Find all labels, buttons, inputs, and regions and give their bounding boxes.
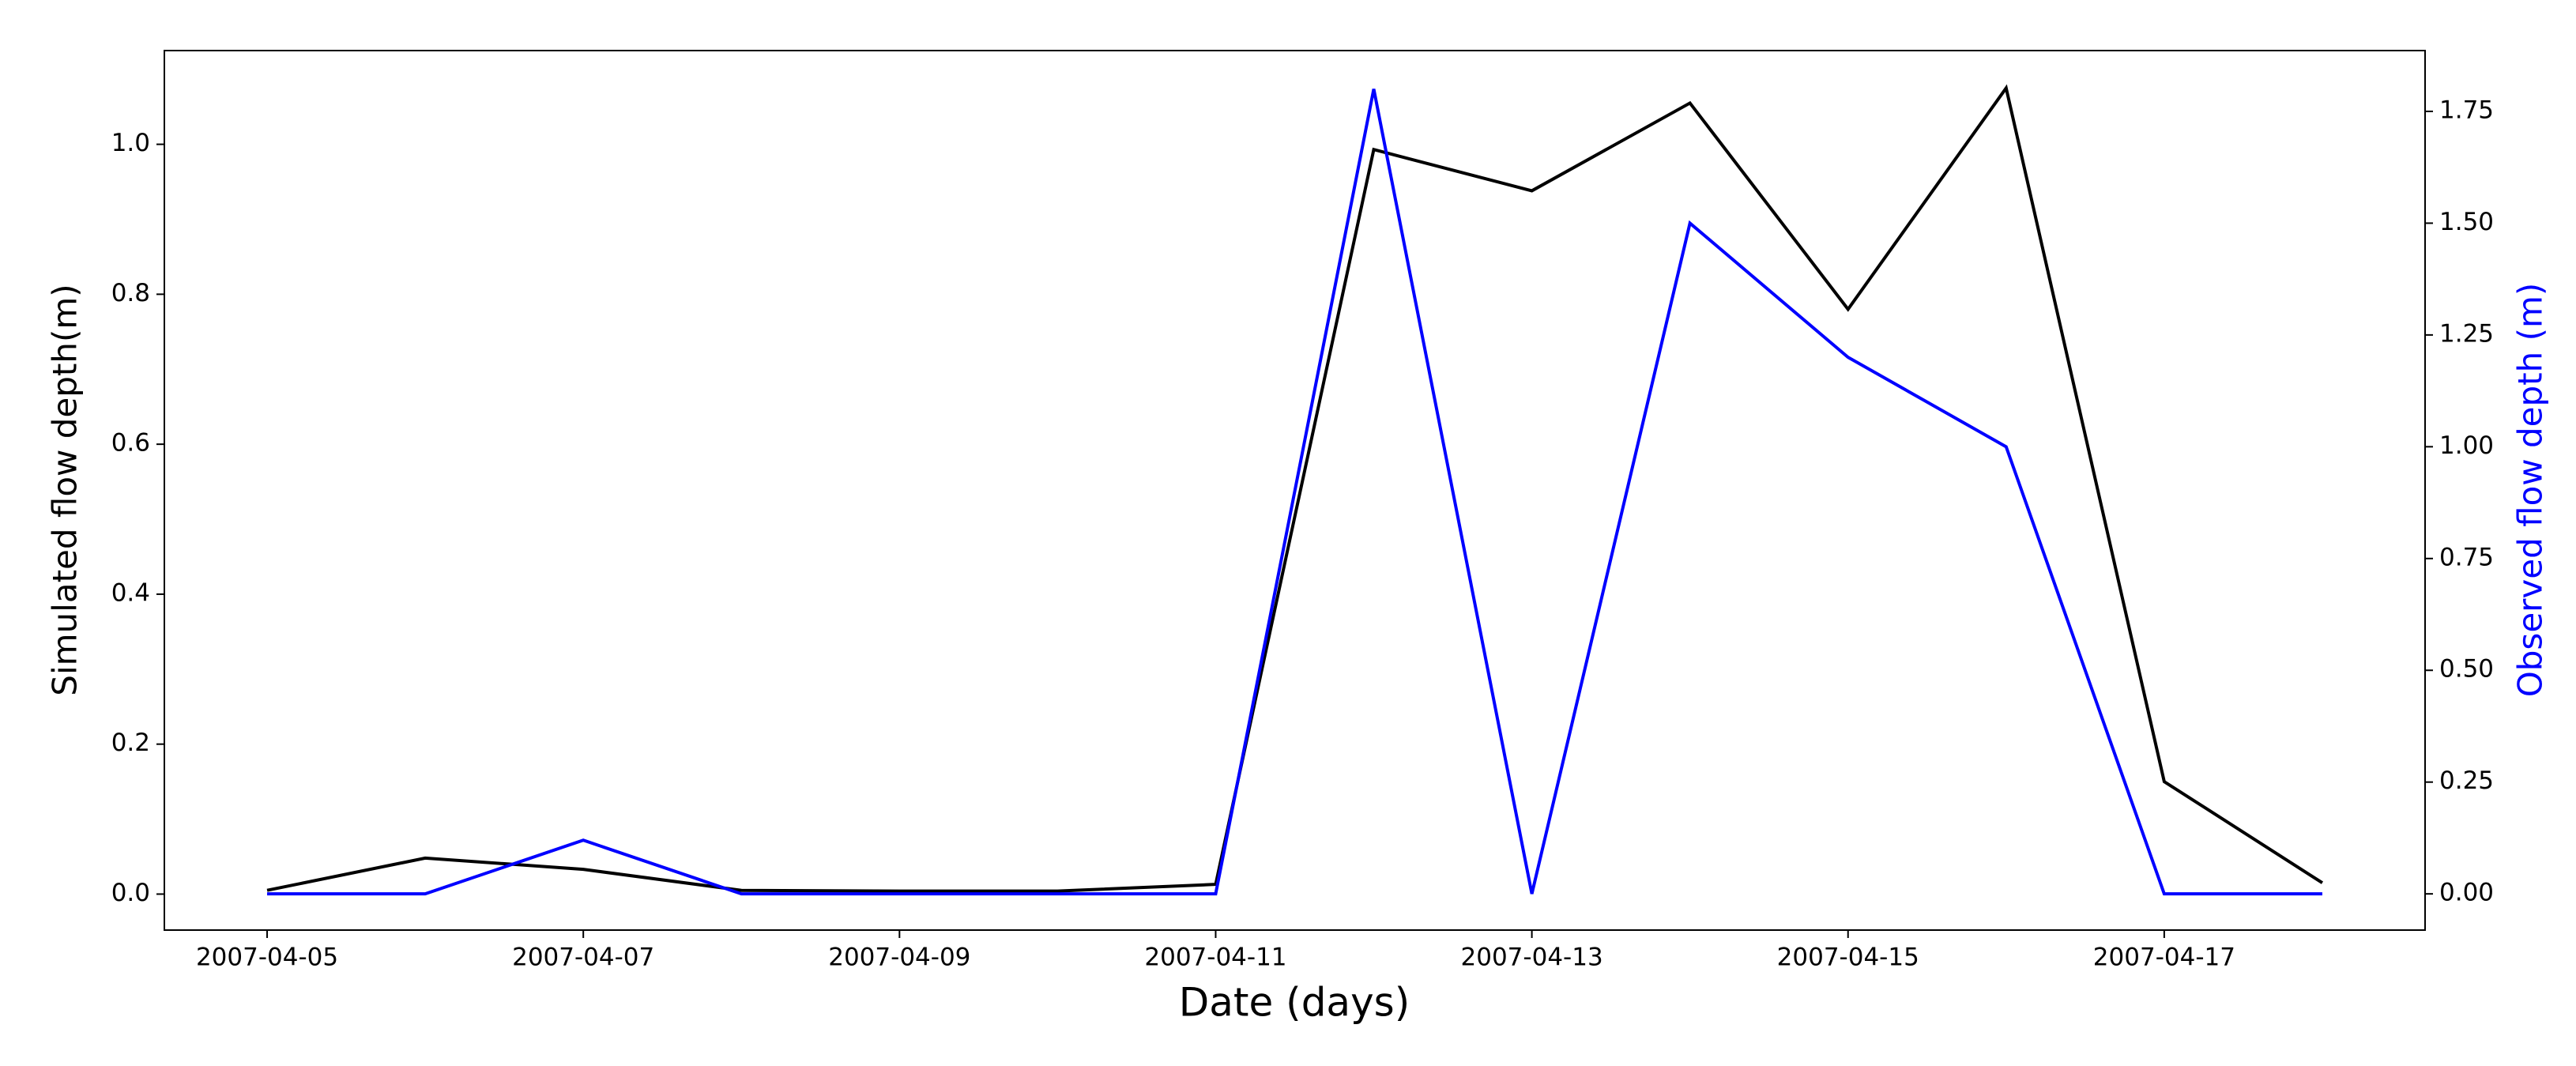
x-tick-label: 2007-04-09 — [828, 944, 970, 972]
y2-tick-label: 0.75 — [2439, 543, 2494, 571]
x-axis-label: Date (days) — [1179, 980, 1410, 1026]
x-tick-label: 2007-04-11 — [1144, 944, 1286, 972]
x-tick-label: 2007-04-13 — [1461, 944, 1603, 972]
y2-tick-label: 1.75 — [2439, 96, 2494, 124]
y-tick-label: 0.2 — [111, 729, 150, 757]
y-tick-label: 0.6 — [111, 429, 150, 458]
y2-tick-label: 0.50 — [2439, 655, 2494, 684]
y2-tick-label: 1.00 — [2439, 431, 2494, 460]
y2-tick-label: 1.50 — [2439, 208, 2494, 236]
x-tick-label: 2007-04-05 — [196, 944, 338, 972]
x-tick-label: 2007-04-17 — [2093, 944, 2235, 972]
y-tick-label: 1.0 — [111, 129, 150, 157]
y-tick-label: 0.8 — [111, 279, 150, 307]
x-tick-label: 2007-04-15 — [1777, 944, 1919, 972]
y-axis-label: Simulated flow depth(m) — [46, 284, 85, 695]
data-line — [266, 84, 2324, 893]
plot-frame — [164, 50, 2426, 931]
y2-tick-label: 1.25 — [2439, 319, 2494, 348]
y2-tick-label: 0.00 — [2439, 879, 2494, 907]
data-line — [267, 89, 2322, 896]
y-tick-label: 0.0 — [111, 879, 150, 907]
y2-tick-label: 0.25 — [2439, 767, 2494, 795]
y2-axis-label: Observed flow depth (m) — [2511, 283, 2550, 698]
x-tick-label: 2007-04-07 — [512, 944, 654, 972]
y-tick-label: 0.4 — [111, 578, 150, 607]
